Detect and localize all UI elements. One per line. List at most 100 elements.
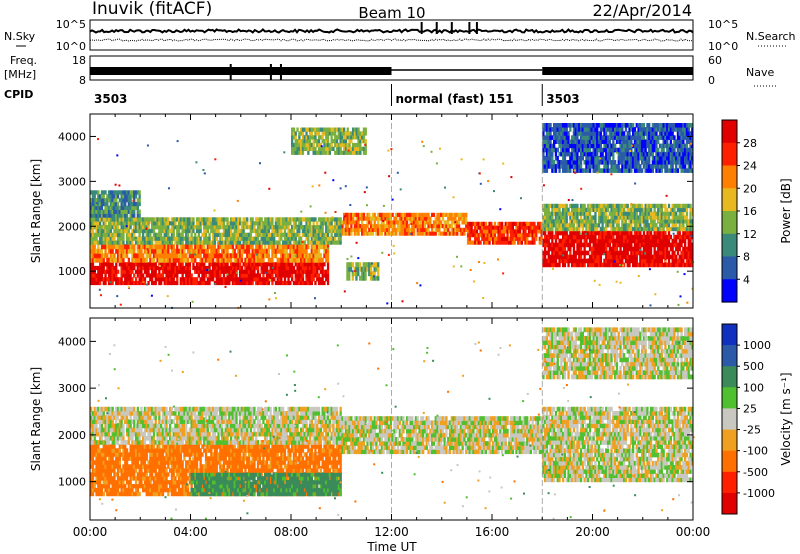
data-cell xyxy=(129,213,132,218)
data-cell xyxy=(192,265,195,271)
data-cell xyxy=(632,215,635,220)
data-cell xyxy=(249,269,252,274)
data-cell xyxy=(222,228,226,234)
data-cell xyxy=(671,238,674,244)
data-cell xyxy=(574,135,577,140)
data-cell xyxy=(646,211,649,216)
data-cell xyxy=(307,221,310,226)
data-cell xyxy=(562,250,565,256)
data-cell xyxy=(658,211,662,216)
data-cell xyxy=(416,212,419,217)
data-cell xyxy=(233,280,236,286)
data-cell xyxy=(660,131,663,136)
data-cell xyxy=(545,211,549,216)
data-cell xyxy=(680,262,683,268)
data-cell xyxy=(648,215,651,220)
data-cell xyxy=(578,160,581,165)
data-cell xyxy=(371,212,375,217)
data-cell xyxy=(118,257,121,263)
data-cell xyxy=(359,212,362,217)
data-cell xyxy=(158,244,161,250)
data-cell xyxy=(271,225,274,230)
data-cell xyxy=(576,262,579,268)
data-cell xyxy=(540,229,543,234)
data-cell xyxy=(265,273,269,278)
data-cell xyxy=(644,215,647,220)
data-cell xyxy=(174,217,177,222)
data-cell xyxy=(190,236,193,241)
data-cell xyxy=(100,198,104,203)
data-cell xyxy=(615,242,619,248)
data-cell xyxy=(389,224,392,229)
data-cell xyxy=(264,221,267,226)
data-cell xyxy=(115,190,118,195)
data-cell xyxy=(160,253,163,259)
data-cell xyxy=(160,217,163,222)
data-cell xyxy=(152,265,156,271)
data-cell xyxy=(562,215,565,220)
data-cell xyxy=(134,257,138,263)
data-cell xyxy=(556,219,559,224)
data-cell xyxy=(154,225,157,230)
data-cell xyxy=(474,233,477,238)
data-cell xyxy=(325,269,328,274)
data-cell xyxy=(305,269,308,274)
data-cell xyxy=(414,224,418,229)
data-cell xyxy=(404,227,407,232)
data-cell xyxy=(316,248,319,254)
data-cell xyxy=(102,277,105,282)
data-cell xyxy=(447,212,450,217)
data-cell xyxy=(307,236,310,241)
data-cell xyxy=(228,277,231,282)
data-cell xyxy=(377,262,380,268)
data-cell xyxy=(348,212,351,217)
data-cell xyxy=(581,147,584,153)
data-cell xyxy=(116,244,120,250)
data-cell xyxy=(122,273,125,278)
data-cell xyxy=(204,280,208,286)
data-cell xyxy=(314,248,317,254)
data-cell xyxy=(685,262,689,268)
data-cell xyxy=(219,236,222,241)
data-cell xyxy=(273,253,276,259)
data-cell xyxy=(235,269,238,274)
data-cell xyxy=(260,253,263,259)
data-cell xyxy=(612,147,615,153)
data-cell xyxy=(93,253,96,259)
data-cell xyxy=(226,236,229,241)
data-cell xyxy=(280,257,283,263)
data-cell xyxy=(91,280,95,286)
data-cell xyxy=(567,139,570,144)
data-cell xyxy=(91,228,95,234)
data-cell xyxy=(658,123,662,128)
data-cell xyxy=(594,155,597,161)
data-cell xyxy=(273,277,276,282)
data-cell xyxy=(348,266,351,272)
data-cell xyxy=(389,212,392,217)
data-cell xyxy=(596,168,599,173)
data-cell xyxy=(459,231,462,236)
data-cell xyxy=(224,236,227,241)
data-cell xyxy=(165,244,168,250)
data-cell xyxy=(558,123,561,128)
data-cell xyxy=(111,273,114,278)
data-cell xyxy=(411,227,414,232)
data-cell xyxy=(484,229,488,234)
data-cell xyxy=(646,262,649,268)
data-cell xyxy=(680,211,683,216)
data-cell xyxy=(592,143,595,149)
data-cell xyxy=(398,220,401,225)
data-cell xyxy=(113,257,116,263)
data-cell xyxy=(125,209,129,214)
data-cell xyxy=(594,139,597,144)
data-cell xyxy=(305,225,308,230)
data-cell xyxy=(576,230,579,236)
data-cell xyxy=(116,221,120,226)
data-cell xyxy=(107,217,111,222)
data-cell xyxy=(619,127,622,132)
data-cell xyxy=(608,127,611,132)
data-cell xyxy=(671,131,674,136)
data-cell xyxy=(649,168,653,173)
data-cell xyxy=(642,164,646,169)
data-cell xyxy=(560,127,563,132)
